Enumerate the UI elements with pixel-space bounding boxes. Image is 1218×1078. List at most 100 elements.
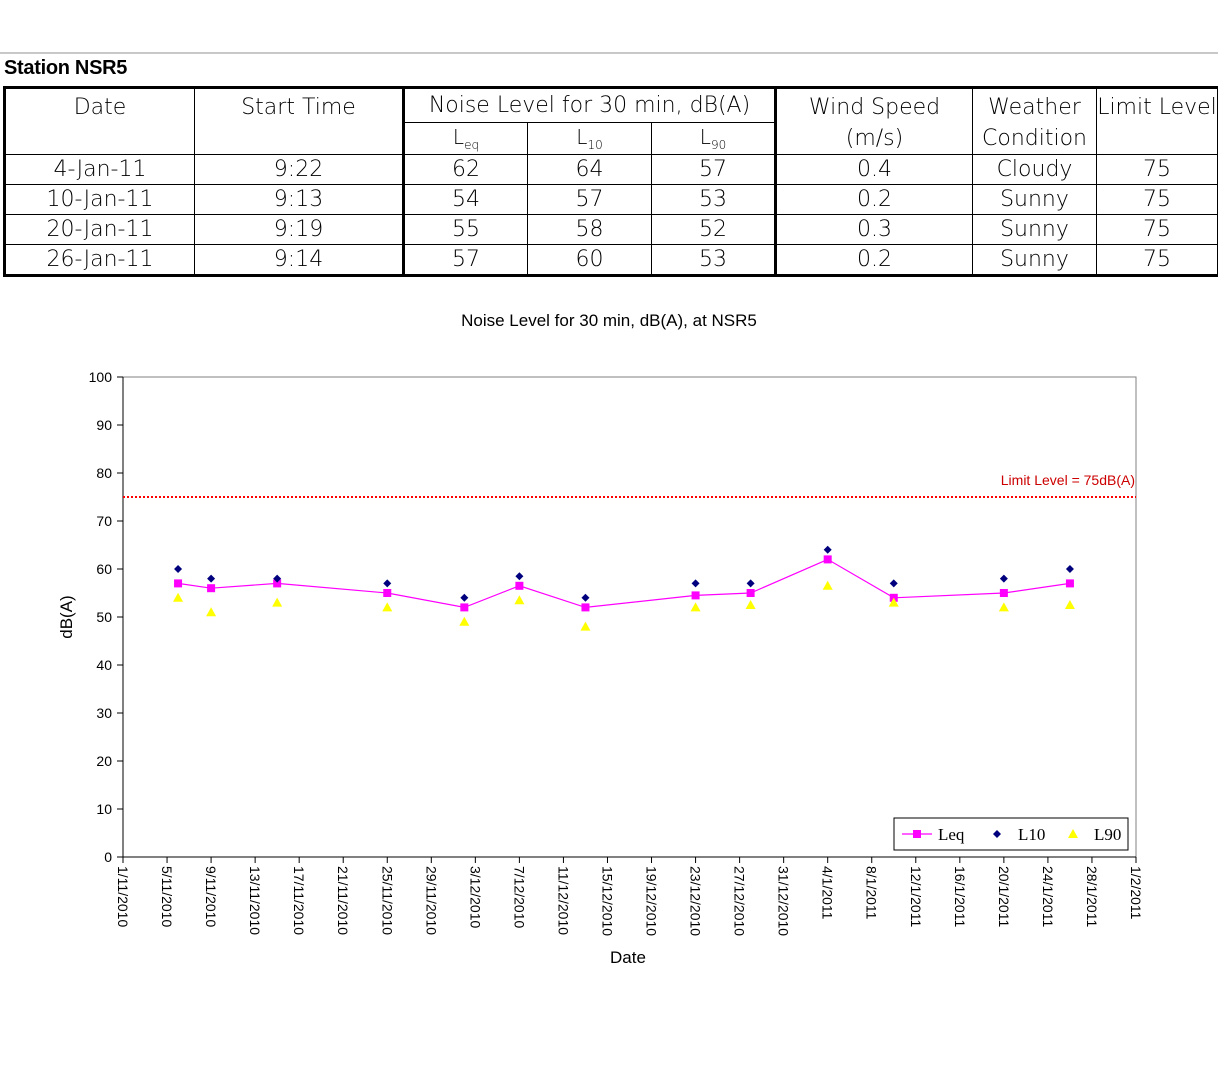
x-tick-label: 24/1/2011: [1040, 866, 1056, 927]
cell-leq: 57: [403, 244, 528, 277]
header-l90: L90: [651, 122, 777, 155]
data-point-leq: [746, 589, 755, 597]
series-line-leq: [177, 558, 1071, 609]
data-point-l90: [745, 600, 756, 609]
cell-l10: 60: [527, 244, 652, 277]
limit-label: Limit Level = 75dB(A): [1001, 472, 1135, 488]
data-point-leq: [581, 603, 590, 612]
y-tick-label: 70: [96, 513, 112, 529]
cell-limit: 75: [1096, 244, 1218, 277]
y-tick-label: 30: [96, 705, 112, 721]
legend-marker-l90: [1068, 829, 1078, 838]
cell-l90: 53: [651, 244, 777, 277]
cell-l10: 57: [527, 184, 652, 215]
cell-limit: 75: [1096, 184, 1218, 215]
data-point-leq: [460, 603, 469, 612]
cell-l90: 52: [651, 214, 777, 245]
data-point-l90: [382, 602, 393, 612]
header-limit-level: Limit Level: [1096, 87, 1218, 155]
x-tick-label: 15/12/2010: [599, 866, 615, 936]
table-row: 10-Jan-11 9:13 54 57 53 0.2 Sunny 75: [4, 184, 1218, 215]
data-point-l10: [273, 574, 282, 583]
chart-title: Noise Level for 30 min, dB(A), at NSR5: [461, 311, 757, 330]
cell-l10: 58: [527, 214, 652, 245]
x-tick-label: 21/11/2010: [335, 866, 351, 935]
x-tick-label: 1/11/2010: [115, 866, 131, 927]
data-point-leq: [273, 579, 282, 588]
cell-wind: 0.2: [775, 244, 973, 277]
cell-wind: 0.3: [775, 214, 973, 245]
header-weather: Weather Condition: [972, 87, 1097, 155]
y-tick-label: 100: [89, 369, 113, 385]
x-tick-label: 16/1/2011: [952, 866, 968, 927]
data-point-l90: [272, 597, 283, 607]
data-point-leq: [174, 579, 183, 588]
cell-l90: 57: [651, 154, 777, 185]
legend-label-l90: L90: [1094, 825, 1121, 844]
data-point-l10: [581, 593, 590, 602]
x-tick-label: 7/12/2010: [511, 866, 527, 928]
data-point-leq: [515, 581, 524, 590]
data-point-l90: [690, 602, 701, 612]
data-point-l90: [888, 597, 899, 607]
data-point-l90: [580, 621, 591, 631]
cell-time: 9:13: [194, 184, 405, 215]
data-point-l10: [823, 545, 832, 554]
data-point-leq: [999, 589, 1008, 597]
plot-area: [122, 376, 1137, 858]
cell-limit: 75: [1096, 214, 1218, 245]
cell-limit: 75: [1096, 154, 1218, 185]
data-point-l10: [1065, 565, 1074, 573]
cell-date: 26-Jan-11: [4, 244, 195, 277]
header-wind-speed: Wind Speed (m/s): [775, 87, 973, 155]
data-point-l10: [515, 572, 524, 581]
y-tick-label: 20: [96, 753, 112, 769]
cell-weather: Cloudy: [972, 154, 1097, 185]
x-tick-label: 19/12/2010: [644, 866, 660, 936]
data-point-l90: [998, 602, 1009, 612]
data-point-l10: [174, 565, 183, 573]
x-tick-label: 1/2/2011: [1128, 866, 1144, 920]
header-date: Date: [4, 87, 195, 155]
data-point-l90: [822, 580, 833, 590]
x-tick-label: 12/1/2011: [908, 866, 924, 927]
y-tick-label: 0: [104, 849, 112, 865]
x-tick-label: 23/12/2010: [688, 866, 704, 936]
data-point-leq: [691, 591, 700, 600]
x-tick-label: 17/11/2010: [291, 866, 307, 935]
data-point-l10: [889, 579, 898, 588]
legend-box: [893, 817, 1129, 851]
x-axis-label: Date: [610, 948, 646, 967]
data-point-leq: [1065, 579, 1074, 588]
data-point-leq: [823, 555, 832, 564]
x-tick-label: 9/11/2010: [203, 866, 219, 927]
data-point-leq: [207, 584, 216, 593]
y-tick-label: 50: [96, 609, 112, 625]
data-point-l10: [999, 574, 1008, 583]
x-tick-label: 3/12/2010: [467, 866, 483, 928]
data-point-leq: [383, 589, 392, 597]
data-point-l90: [1064, 600, 1075, 609]
legend-label-leq: Leq: [938, 825, 965, 844]
y-tick-label: 10: [96, 801, 112, 817]
data-point-l90: [514, 595, 525, 605]
y-axis-label: dB(A): [57, 595, 76, 638]
station-label: Station NSR5: [4, 57, 128, 79]
y-tick-label: 40: [96, 657, 112, 673]
data-point-l90: [206, 607, 217, 617]
data-point-l10: [460, 593, 469, 602]
x-tick-label: 13/11/2010: [247, 866, 263, 935]
x-tick-label: 25/11/2010: [379, 866, 395, 935]
x-tick-label: 11/12/2010: [555, 866, 571, 935]
top-divider: [0, 52, 1218, 54]
x-tick-label: 27/12/2010: [732, 866, 748, 936]
y-tick-label: 90: [96, 417, 112, 433]
data-point-l90: [459, 616, 470, 626]
x-tick-label: 20/1/2011: [996, 866, 1012, 927]
x-tick-label: 4/1/2011: [820, 866, 836, 920]
cell-date: 4-Jan-11: [4, 154, 195, 185]
cell-time: 9:22: [194, 154, 405, 185]
x-tick-label: 28/1/2011: [1084, 866, 1100, 927]
data-point-l10: [691, 579, 700, 588]
